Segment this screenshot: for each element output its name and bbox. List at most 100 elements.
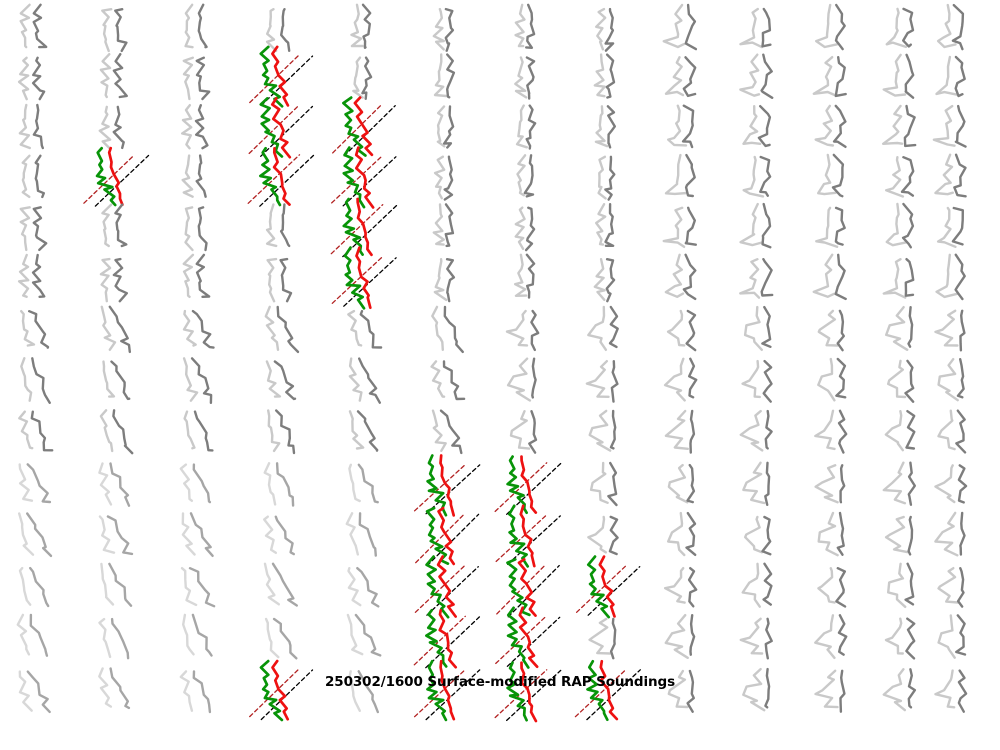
sounding-cell-r8c5: [431, 409, 463, 455]
sounding-cell-r11c6: [496, 558, 560, 618]
sounding-cell-r3c3: [247, 146, 315, 207]
sounding-cell-r5c11: [882, 258, 915, 299]
sounding-cell-r9c6: [494, 455, 562, 515]
sounding-cell-r2c7: [594, 105, 616, 149]
sounding-cell-r1c5: [433, 53, 456, 99]
sounding-cell-r12c2: [182, 613, 213, 657]
sounding-cell-r13c5: [413, 659, 481, 722]
sounding-cell-r12c10: [814, 614, 848, 659]
sounding-cell-r10c12: [934, 511, 966, 557]
sounding-cell-r12c1: [98, 617, 130, 660]
sounding-cell-r1c11: [882, 53, 915, 99]
sounding-cell-r13c10: [814, 669, 846, 713]
sounding-cell-r8c1: [99, 409, 134, 455]
sounding-cell-r0c1: [101, 7, 128, 53]
sounding-cell-r3c8: [664, 153, 696, 198]
sounding-cell-r7c4: [348, 357, 381, 404]
sounding-cell-r11c10: [817, 567, 847, 608]
sounding-cell-r7c2: [182, 357, 213, 404]
sounding-cell-r1c0: [17, 56, 46, 101]
sounding-cell-r11c8: [664, 567, 698, 608]
sounding-cell-r11c9: [741, 562, 773, 608]
sounding-cell-r7c10: [817, 357, 847, 402]
sounding-cell-r1c7: [593, 53, 616, 99]
sounding-cell-r3c2: [181, 154, 207, 198]
sounding-cell-r12c5: [413, 608, 481, 669]
sounding-cell-r10c3: [263, 515, 295, 556]
sounding-cell-r3c12: [934, 153, 967, 198]
sounding-cell-r0c9: [739, 7, 772, 49]
sounding-cell-r7c1: [102, 360, 131, 401]
sounding-cell-r4c7: [595, 203, 615, 247]
sounding-cell-r5c9: [739, 258, 774, 299]
sounding-cell-r4c1: [101, 203, 128, 248]
sounding-cell-r3c10: [817, 153, 845, 198]
sounding-cell-r10c6: [495, 504, 561, 568]
sounding-cell-r6c9: [743, 305, 772, 351]
sounding-cell-r2c4: [332, 96, 396, 157]
sounding-cell-r8c12: [937, 409, 967, 454]
sounding-cell-r9c4: [348, 463, 379, 504]
sounding-cell-r11c3: [263, 562, 298, 607]
sounding-cell-r11c0: [18, 566, 50, 608]
sounding-cell-r7c11: [887, 359, 915, 403]
sounding-cell-r8c9: [739, 409, 773, 452]
sounding-cell-r12c4: [346, 613, 382, 657]
sounding-cell-r2c3: [248, 97, 314, 159]
sounding-cell-r9c2: [179, 463, 212, 504]
sounding-cell-r8c6: [509, 410, 538, 454]
sounding-cell-r9c7: [589, 461, 618, 507]
sounding-cell-r2c6: [515, 104, 537, 150]
sounding-cell-r11c7: [575, 555, 641, 619]
sounding-cell-r4c3: [265, 203, 291, 248]
sounding-cell-r10c1: [98, 515, 134, 556]
sounding-cell-r12c11: [884, 617, 916, 660]
sounding-cell-r13c4: [348, 670, 379, 714]
sounding-cell-r0c3: [265, 7, 291, 52]
sounding-cell-r4c5: [432, 203, 455, 248]
sounding-cell-r0c0: [19, 3, 48, 49]
sounding-cell-r2c2: [181, 104, 209, 150]
sounding-cell-r13c0: [18, 670, 51, 714]
sounding-cell-r1c2: [182, 56, 211, 101]
sounding-cell-r2c8: [667, 104, 695, 149]
sounding-cell-r13c11: [882, 668, 917, 712]
sounding-cell-r0c12: [936, 3, 965, 51]
sounding-cell-r0c4: [350, 3, 372, 49]
sounding-cell-r2c10: [814, 104, 847, 148]
sounding-cell-r8c3: [267, 409, 296, 455]
sounding-cell-r7c6: [506, 357, 537, 402]
sounding-cell-r12c8: [664, 614, 696, 659]
sounding-cell-r9c3: [263, 462, 295, 507]
sounding-cell-r0c7: [595, 7, 615, 52]
sounding-cell-r5c8: [664, 253, 697, 301]
sounding-cell-r1c9: [739, 53, 774, 99]
sounding-cell-r6c1: [100, 305, 131, 354]
sounding-cell-r9c0: [18, 463, 52, 504]
sounding-cell-r4c4: [330, 197, 398, 258]
sounding-cell-r6c11: [885, 306, 914, 351]
sounding-cell-r2c0: [18, 103, 44, 150]
sounding-cell-r6c7: [587, 305, 619, 351]
sounding-cell-r9c12: [934, 464, 968, 504]
sounding-cell-r3c4: [331, 146, 397, 209]
sounding-cell-r5c10: [812, 253, 847, 301]
sounding-cell-r9c8: [667, 463, 696, 504]
sounding-cell-r1c12: [935, 55, 966, 98]
sounding-cell-r5c0: [17, 253, 46, 298]
sounding-cell-r1c10: [812, 56, 847, 98]
sounding-cell-r11c5: [414, 555, 479, 619]
sounding-cell-r2c12: [932, 104, 967, 148]
sounding-cell-r7c9: [741, 359, 773, 403]
sounding-cell-r0c8: [662, 3, 698, 51]
sounding-cell-r8c4: [348, 410, 379, 452]
sounding-cell-r8c2: [183, 410, 214, 452]
sounding-cell-r13c3: [249, 659, 314, 722]
sounding-cell-r13c8: [667, 669, 695, 713]
sounding-cell-r2c11: [882, 104, 917, 148]
sounding-cell-r11c12: [937, 567, 965, 608]
sounding-cell-r10c11: [884, 515, 914, 556]
sounding-cell-r10c4: [345, 512, 377, 557]
sounding-cell-r3c1: [83, 146, 150, 207]
sounding-cell-r3c9: [742, 155, 772, 198]
